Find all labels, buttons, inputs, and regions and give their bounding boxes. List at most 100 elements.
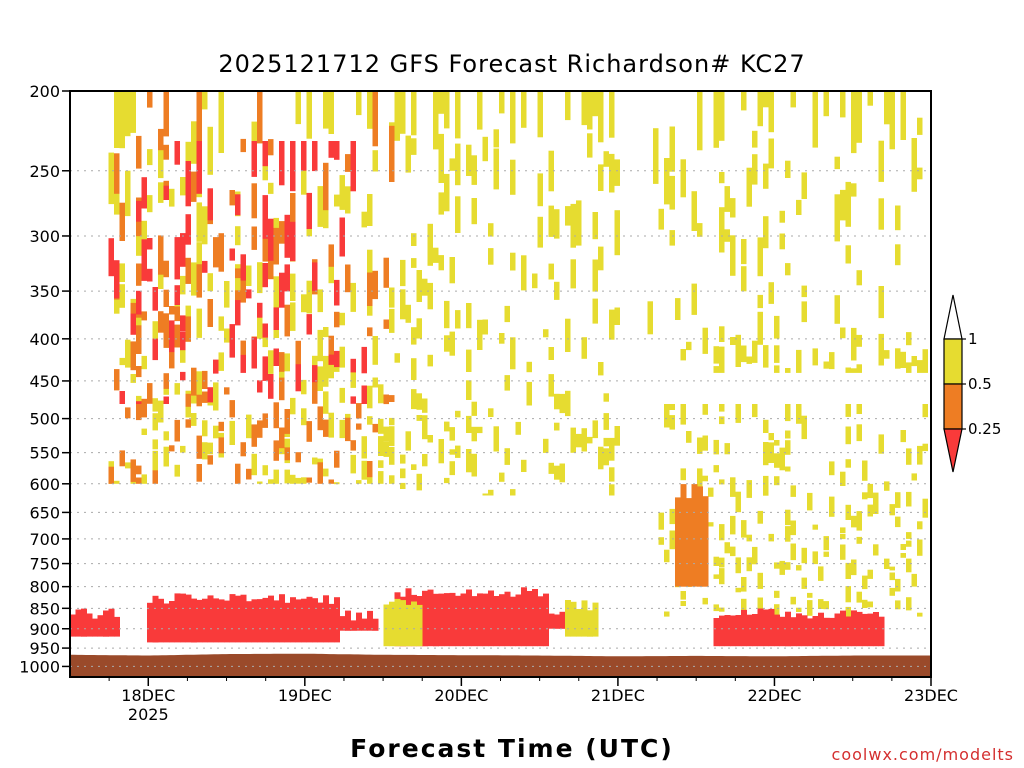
ri-cell [350,440,356,451]
ri-cell [785,526,791,542]
ri-cell [169,445,175,452]
ri-cell [537,596,544,647]
ri-cell [719,615,725,647]
ri-cell [202,391,208,403]
ri-cell [724,229,730,242]
ri-cell [372,91,378,147]
ri-cell [598,164,604,191]
ri-cell [163,185,169,200]
ri-cell [185,257,191,284]
ri-cell [114,480,120,484]
ri-cell [713,574,719,579]
ri-cell [471,401,477,416]
ri-cell [356,403,362,419]
ri-cell [917,360,923,373]
ri-cell [845,606,851,617]
ri-cell [554,465,560,480]
ri-cell [845,181,851,227]
ri-cell [455,196,461,233]
ri-cell [378,418,384,434]
ri-cell [273,348,279,366]
ri-cell [862,599,868,608]
ri-cell [125,462,131,469]
ri-cell [246,601,252,643]
x-tick-label: 22DEC [747,686,801,705]
ri-cell [757,572,763,589]
ri-cell [196,394,202,407]
ri-cell [823,91,829,117]
ri-cell [917,539,923,556]
ri-cell [213,425,219,439]
ri-cell [383,426,389,442]
ri-cell [708,487,714,497]
ri-cell [702,496,709,587]
ri-cell [565,600,571,637]
ri-cell [268,139,274,156]
ri-cell [856,404,862,414]
ri-cell [477,426,483,434]
ri-cell [785,611,791,647]
ri-cell [493,596,500,647]
source-credit: coolwx.com/modelts [831,745,1014,764]
ri-cell [466,380,472,400]
ri-cell [422,278,428,296]
ri-cell [361,436,367,459]
ri-cell [268,374,274,399]
ri-cell [922,404,928,418]
ri-cell [746,534,752,542]
ri-cell [609,467,615,482]
ri-cell [312,262,318,291]
ri-cell [158,400,164,423]
ri-cell [306,314,312,335]
ri-cell [471,426,477,442]
ri-cell [757,311,763,345]
ri-cell [389,475,395,484]
ri-cell [229,190,235,206]
ri-cell [262,195,268,239]
ri-cell [576,433,582,448]
ri-cell [471,155,477,185]
y-tick-label: 250 [29,162,60,181]
ri-cell [713,91,719,148]
ri-cell [394,598,401,647]
ri-cell [273,402,279,429]
ri-cell [504,448,510,465]
ri-cell [713,556,719,566]
ri-cell [229,248,235,261]
ri-cell [361,618,368,631]
ri-cell [438,593,445,647]
ri-cell [867,504,873,517]
ri-cell [174,237,180,280]
ri-cell [680,601,686,606]
ri-cell [614,159,620,186]
ri-cell [790,520,796,536]
ri-cell [317,406,323,431]
ri-cell [141,311,147,321]
y-tick-label: 1000 [19,657,60,676]
x-axis-label: Forecast Time (UTC) [350,734,674,763]
ri-cell [427,589,434,647]
ri-cell [763,609,769,647]
ri-cell [895,600,901,610]
ri-cell [867,601,873,608]
ri-cell [339,217,345,257]
ri-cell [400,91,406,134]
ri-cell [768,608,775,647]
ri-cell [796,565,802,571]
ri-cell [158,143,164,179]
ri-cell [158,311,164,333]
ri-cell [906,597,912,611]
ri-cell [598,362,604,376]
ri-cell [763,163,769,189]
ri-cell [906,558,912,573]
ri-cell [719,346,725,373]
ri-cell [411,327,417,345]
ri-cell [339,175,345,210]
ri-cell [367,416,373,425]
ri-cell [350,620,357,631]
ri-cell [262,597,269,643]
ri-cell [383,441,389,457]
ri-cell [405,304,411,323]
ri-cell [251,337,257,369]
ri-cell [592,259,598,292]
